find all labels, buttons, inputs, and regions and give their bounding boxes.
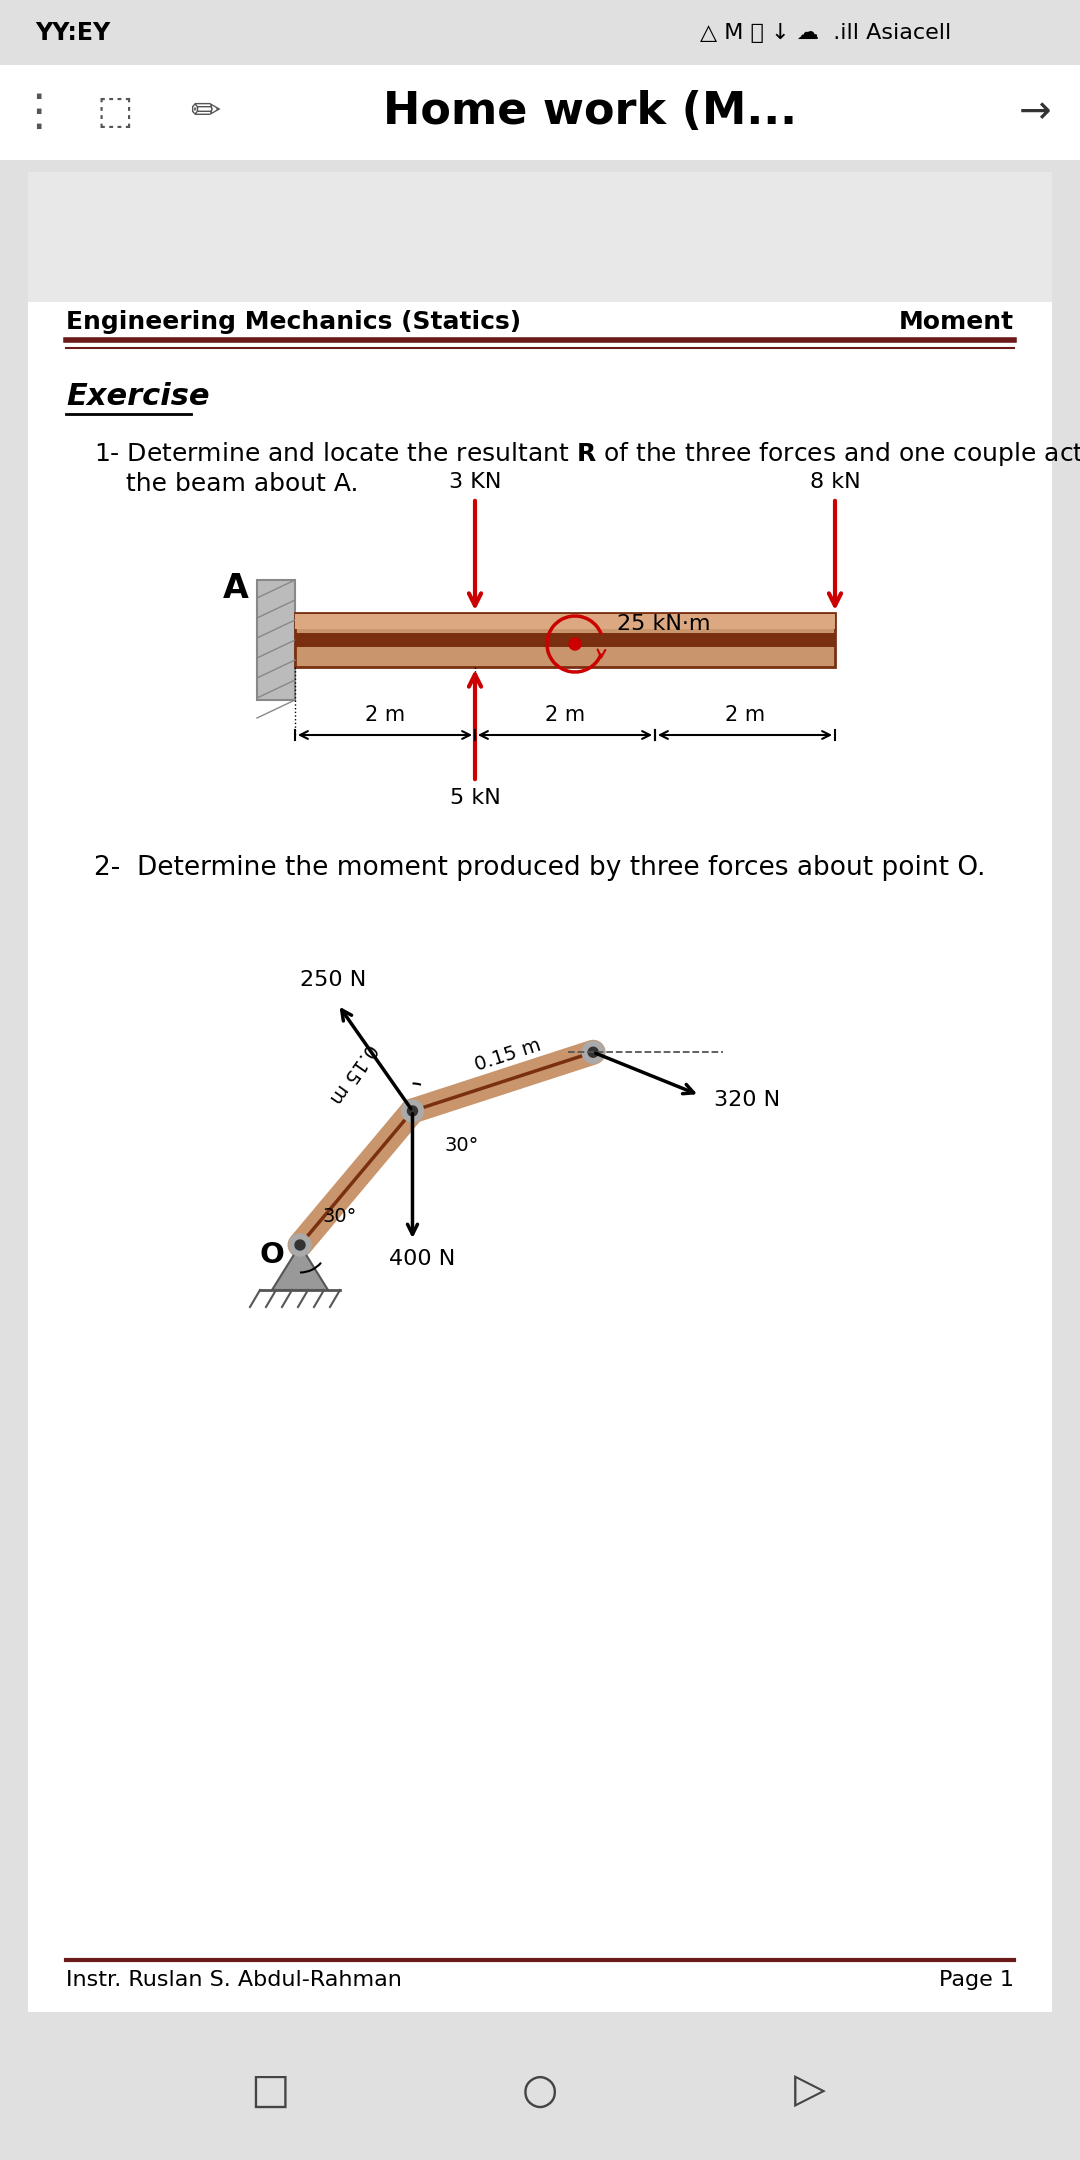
Text: →: → bbox=[1018, 93, 1051, 132]
Circle shape bbox=[582, 1041, 604, 1063]
Text: Instr. Ruslan S. Abdul-Rahman: Instr. Ruslan S. Abdul-Rahman bbox=[66, 1970, 402, 1989]
Text: 250 N: 250 N bbox=[300, 970, 366, 991]
Circle shape bbox=[295, 1240, 305, 1251]
Bar bbox=[295, 613, 835, 667]
Text: 3 KN: 3 KN bbox=[449, 473, 501, 492]
Bar bbox=[28, 173, 1052, 2011]
Text: Home work (M...: Home work (M... bbox=[383, 91, 797, 134]
Text: 2 m: 2 m bbox=[545, 704, 585, 726]
Text: 0.15 m: 0.15 m bbox=[472, 1037, 543, 1076]
Text: △ M ⬛ ↓ ☁  .ill Asiacell: △ M ⬛ ↓ ☁ .ill Asiacell bbox=[700, 24, 951, 43]
Text: 320 N: 320 N bbox=[714, 1091, 780, 1110]
Bar bbox=[0, 0, 1080, 65]
Text: Engineering Mechanics (Statics): Engineering Mechanics (Statics) bbox=[66, 311, 522, 335]
Circle shape bbox=[569, 637, 581, 650]
Text: A: A bbox=[224, 572, 249, 605]
Bar bbox=[0, 2022, 1080, 2160]
Bar bbox=[0, 160, 1080, 173]
Text: 25 kN·m: 25 kN·m bbox=[617, 613, 711, 635]
Circle shape bbox=[407, 1106, 418, 1117]
Text: the beam about A.: the beam about A. bbox=[94, 473, 359, 497]
Text: 400 N: 400 N bbox=[390, 1248, 456, 1268]
Text: 2 m: 2 m bbox=[365, 704, 405, 726]
Text: 0.15 m: 0.15 m bbox=[326, 1041, 380, 1108]
Text: 8 kN: 8 kN bbox=[810, 473, 861, 492]
Circle shape bbox=[589, 1048, 598, 1056]
Polygon shape bbox=[272, 1244, 328, 1290]
Bar bbox=[295, 613, 835, 629]
Text: Moment: Moment bbox=[899, 311, 1014, 335]
Bar bbox=[257, 581, 295, 700]
Text: O: O bbox=[259, 1242, 284, 1268]
Text: YY:EY: YY:EY bbox=[35, 22, 110, 45]
Bar bbox=[295, 633, 835, 646]
Text: 1- Determine and locate the resultant $\mathbf{R}$ of the three forces and one c: 1- Determine and locate the resultant $\… bbox=[94, 441, 1080, 469]
Bar bbox=[0, 65, 1080, 160]
Text: 5 kN: 5 kN bbox=[449, 788, 500, 808]
Text: □: □ bbox=[251, 2069, 289, 2112]
Text: 2 m: 2 m bbox=[725, 704, 765, 726]
Text: ○: ○ bbox=[522, 2069, 558, 2112]
Circle shape bbox=[402, 1099, 423, 1121]
Text: 2-  Determine the moment produced by three forces about point O.: 2- Determine the moment produced by thre… bbox=[94, 855, 986, 881]
Text: ⋮: ⋮ bbox=[16, 91, 60, 134]
Text: Page 1: Page 1 bbox=[939, 1970, 1014, 1989]
Text: ✏: ✏ bbox=[190, 95, 220, 130]
Text: 30°: 30° bbox=[322, 1207, 356, 1227]
Text: 30°: 30° bbox=[445, 1136, 478, 1156]
Text: ⬚: ⬚ bbox=[96, 93, 133, 132]
Text: ▷: ▷ bbox=[794, 2069, 826, 2112]
Text: Exercise: Exercise bbox=[66, 382, 210, 410]
Bar bbox=[28, 173, 1052, 302]
Circle shape bbox=[289, 1233, 311, 1255]
